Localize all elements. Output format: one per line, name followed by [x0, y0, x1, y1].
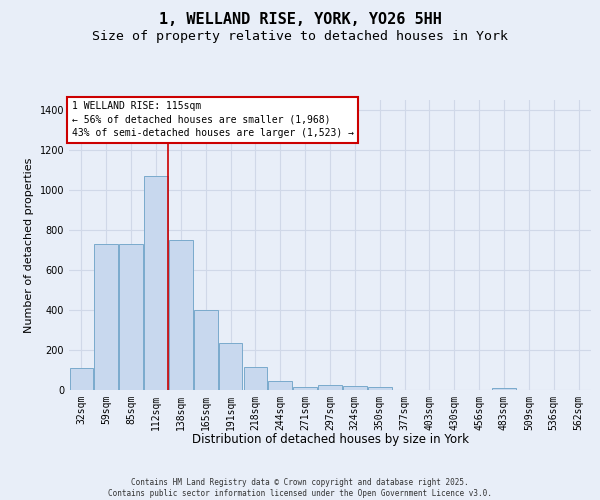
Bar: [219, 343, 242, 390]
Bar: [70, 368, 93, 390]
Text: 1, WELLAND RISE, YORK, YO26 5HH: 1, WELLAND RISE, YORK, YO26 5HH: [158, 12, 442, 28]
Bar: [343, 386, 367, 390]
X-axis label: Distribution of detached houses by size in York: Distribution of detached houses by size …: [191, 433, 469, 446]
Y-axis label: Number of detached properties: Number of detached properties: [24, 158, 34, 332]
Bar: [119, 244, 143, 390]
Bar: [268, 381, 292, 390]
Bar: [169, 240, 193, 390]
Bar: [194, 310, 218, 390]
Bar: [94, 244, 118, 390]
Bar: [492, 388, 516, 390]
Text: 1 WELLAND RISE: 115sqm
← 56% of detached houses are smaller (1,968)
43% of semi-: 1 WELLAND RISE: 115sqm ← 56% of detached…: [71, 102, 353, 138]
Bar: [144, 176, 168, 390]
Bar: [368, 387, 392, 390]
Bar: [293, 387, 317, 390]
Text: Contains HM Land Registry data © Crown copyright and database right 2025.
Contai: Contains HM Land Registry data © Crown c…: [108, 478, 492, 498]
Bar: [244, 367, 267, 390]
Text: Size of property relative to detached houses in York: Size of property relative to detached ho…: [92, 30, 508, 43]
Bar: [318, 385, 342, 390]
